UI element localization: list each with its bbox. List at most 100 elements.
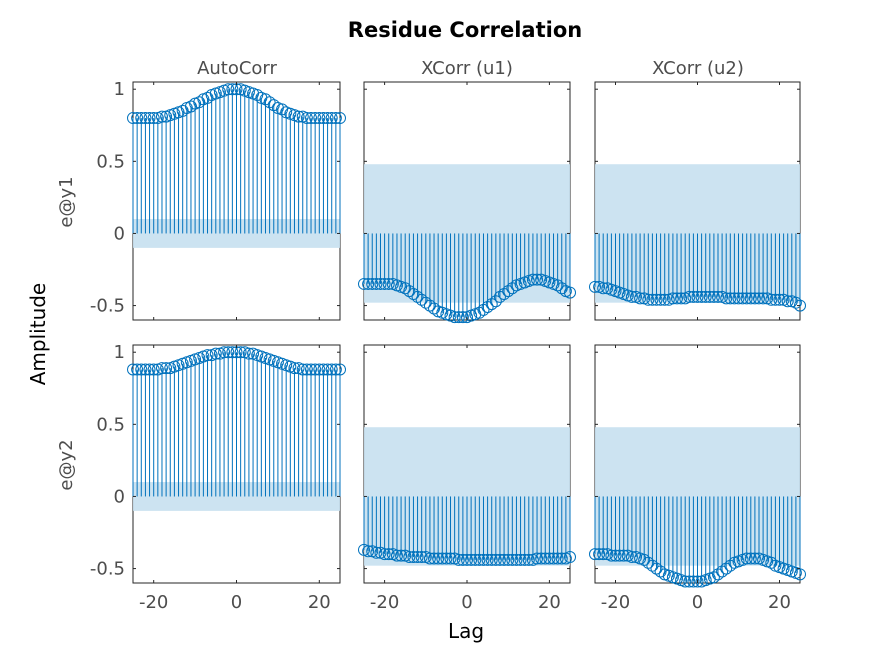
x-tick-label: -20 bbox=[370, 592, 399, 613]
stem-marker bbox=[650, 562, 663, 575]
stem-marker bbox=[135, 363, 148, 376]
stem-marker bbox=[155, 110, 168, 123]
stem-marker bbox=[773, 293, 786, 306]
stem-marker bbox=[551, 552, 564, 565]
stem-marker bbox=[317, 363, 330, 376]
stem-marker bbox=[531, 273, 544, 286]
stem-marker bbox=[222, 83, 235, 96]
panels-group: -0.5 0 0.5 1 -20 0 20 -0.5 0 0.5 1 -20 0 20 -20 0 20 bbox=[90, 79, 806, 613]
row-label-e-y1: e@y1 bbox=[56, 176, 77, 227]
stem-marker bbox=[769, 293, 782, 306]
stem-marker bbox=[411, 290, 424, 303]
stem-marker bbox=[712, 568, 724, 581]
column-title-autocorr: AutoCorr bbox=[197, 58, 277, 79]
stem-marker bbox=[617, 549, 630, 562]
stem-marker bbox=[547, 552, 560, 565]
stem-marker bbox=[707, 290, 720, 303]
stem-marker bbox=[378, 277, 391, 290]
stem-marker bbox=[605, 549, 618, 562]
stem-marker bbox=[543, 552, 556, 565]
stem-marker bbox=[481, 553, 494, 566]
stem-marker bbox=[716, 565, 729, 578]
stem-marker bbox=[493, 290, 506, 303]
stem-marker bbox=[423, 299, 436, 312]
stem-marker bbox=[634, 292, 647, 305]
stem-marker bbox=[300, 112, 313, 125]
stem-marker bbox=[485, 553, 498, 566]
stem-marker bbox=[489, 295, 502, 308]
stem-marker bbox=[218, 346, 231, 359]
stem-marker bbox=[423, 552, 436, 565]
stem-marker bbox=[765, 293, 778, 306]
stem-marker bbox=[514, 553, 527, 566]
stem-marker bbox=[489, 553, 502, 566]
stem-marker bbox=[461, 553, 473, 566]
stem-marker bbox=[305, 112, 318, 125]
stem-marker bbox=[456, 553, 469, 566]
stem-marker bbox=[432, 552, 445, 565]
column-title-xcorr-u2: XCorr (u2) bbox=[652, 58, 744, 79]
stem-marker bbox=[654, 293, 667, 306]
stem-marker bbox=[139, 363, 152, 376]
stem-marker bbox=[370, 277, 383, 290]
stem-marker bbox=[292, 110, 305, 123]
stem-marker bbox=[296, 363, 309, 376]
stem-marker bbox=[502, 285, 515, 298]
stem-marker bbox=[313, 112, 326, 125]
stem-marker bbox=[625, 290, 638, 303]
stem-marker bbox=[329, 363, 342, 376]
stem-marker bbox=[646, 293, 659, 306]
stem-marker bbox=[374, 277, 387, 290]
stem-marker bbox=[226, 83, 239, 96]
stem-marker bbox=[720, 292, 733, 305]
stem-marker bbox=[317, 112, 330, 125]
stem-marker bbox=[642, 556, 655, 569]
x-tick-label: -20 bbox=[139, 592, 168, 613]
stem-marker bbox=[325, 363, 338, 376]
stem-marker bbox=[407, 288, 420, 301]
panel-e-y2-xcorr-u2: -20 0 20 bbox=[589, 344, 806, 613]
stem-marker bbox=[481, 301, 494, 314]
stem-marker bbox=[378, 548, 391, 561]
panel-e-y1-xcorr-u2 bbox=[589, 81, 806, 321]
stem-marker bbox=[209, 347, 222, 360]
stem-marker bbox=[789, 296, 802, 309]
x-tick-label: 0 bbox=[231, 592, 242, 613]
stem-marker bbox=[160, 362, 173, 375]
stem-marker bbox=[263, 96, 276, 109]
stem-marker bbox=[535, 552, 548, 565]
stem-marker bbox=[703, 290, 716, 303]
stem-marker bbox=[127, 112, 139, 125]
stem-marker bbox=[473, 553, 486, 566]
stem-marker bbox=[415, 551, 428, 564]
stem-marker bbox=[498, 553, 511, 566]
column-title-xcorr-u1: XCorr (u1) bbox=[421, 58, 513, 79]
stem-marker bbox=[724, 292, 737, 305]
stem-marker bbox=[748, 292, 761, 305]
stem-marker bbox=[748, 552, 761, 565]
stem-marker bbox=[448, 311, 461, 324]
x-tick-label: 20 bbox=[768, 592, 791, 613]
stem-marker bbox=[143, 112, 156, 125]
y-tick-label: 1 bbox=[114, 79, 125, 100]
stem-marker bbox=[390, 549, 403, 562]
stem-marker bbox=[613, 549, 626, 562]
y-tick-label: -0.5 bbox=[90, 559, 125, 580]
stem-marker bbox=[740, 292, 753, 305]
stem-marker bbox=[658, 293, 671, 306]
stem-marker bbox=[366, 277, 379, 290]
stem-marker bbox=[234, 346, 247, 359]
stem-marker bbox=[650, 293, 663, 306]
stem-marker bbox=[147, 112, 160, 125]
stem-marker bbox=[683, 290, 696, 303]
stem-marker bbox=[699, 290, 712, 303]
stem-marker bbox=[131, 112, 144, 125]
stem-marker bbox=[131, 363, 144, 376]
stem-marker bbox=[436, 552, 449, 565]
stem-marker bbox=[325, 112, 338, 125]
panel-e-y2-autocorr: -20 0 20 -0.5 0 0.5 1 bbox=[90, 342, 346, 613]
stem-marker bbox=[382, 548, 395, 561]
stem-marker bbox=[242, 347, 255, 360]
stem-marker bbox=[691, 290, 704, 303]
